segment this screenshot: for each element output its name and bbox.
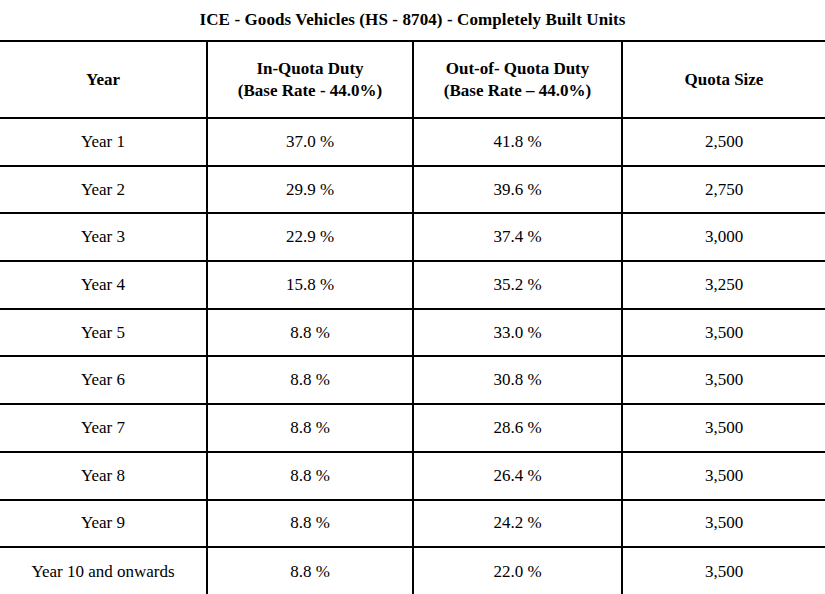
cell-quota-size: 3,500 (622, 356, 825, 404)
table-row: Year 68.8 %30.8 %3,500 (0, 356, 825, 404)
column-header-label: Out-of- Quota Duty (446, 59, 590, 78)
cell-out-of-quota-duty: 28.6 % (413, 404, 622, 452)
table-row: Year 98.8 %24.2 %3,500 (0, 500, 825, 548)
cell-quota-size: 3,500 (622, 309, 825, 357)
table-row: Year 229.9 %39.6 %2,750 (0, 166, 825, 214)
cell-out-of-quota-duty: 30.8 % (413, 356, 622, 404)
column-header-in-quota-duty: In-Quota Duty (Base Rate - 44.0%) (207, 41, 413, 118)
table-row: Year 88.8 %26.4 %3,500 (0, 452, 825, 500)
column-header-label: In-Quota Duty (256, 59, 363, 78)
cell-quota-size: 3,250 (622, 261, 825, 309)
column-header-quota-size: Quota Size (622, 41, 825, 118)
cell-year: Year 10 and onwards (0, 547, 207, 594)
cell-quota-size: 3,000 (622, 213, 825, 261)
cell-year: Year 6 (0, 356, 207, 404)
table-row: Year 10 and onwards8.8 %22.0 %3,500 (0, 547, 825, 594)
table-header: Year In-Quota Duty (Base Rate - 44.0%) O… (0, 41, 825, 118)
table-body: Year 137.0 %41.8 %2,500Year 229.9 %39.6 … (0, 118, 825, 594)
cell-year: Year 1 (0, 118, 207, 166)
column-header-sublabel: (Base Rate – 44.0%) (444, 81, 591, 100)
header-row: Year In-Quota Duty (Base Rate - 44.0%) O… (0, 41, 825, 118)
cell-quota-size: 2,500 (622, 118, 825, 166)
cell-out-of-quota-duty: 37.4 % (413, 213, 622, 261)
cell-out-of-quota-duty: 35.2 % (413, 261, 622, 309)
cell-year: Year 7 (0, 404, 207, 452)
document-page: ICE - Goods Vehicles (HS - 8704) - Compl… (0, 0, 825, 594)
cell-in-quota-duty: 37.0 % (207, 118, 413, 166)
table-row: Year 322.9 %37.4 %3,000 (0, 213, 825, 261)
cell-out-of-quota-duty: 39.6 % (413, 166, 622, 214)
quota-duty-table: Year In-Quota Duty (Base Rate - 44.0%) O… (0, 40, 825, 594)
cell-out-of-quota-duty: 26.4 % (413, 452, 622, 500)
cell-year: Year 5 (0, 309, 207, 357)
cell-in-quota-duty: 8.8 % (207, 309, 413, 357)
cell-quota-size: 3,500 (622, 500, 825, 548)
table-title: ICE - Goods Vehicles (HS - 8704) - Compl… (0, 0, 825, 40)
column-header-out-of-quota-duty: Out-of- Quota Duty (Base Rate – 44.0%) (413, 41, 622, 118)
column-header-year: Year (0, 41, 207, 118)
cell-in-quota-duty: 8.8 % (207, 500, 413, 548)
cell-in-quota-duty: 22.9 % (207, 213, 413, 261)
column-header-sublabel: (Base Rate - 44.0%) (238, 81, 382, 100)
cell-year: Year 8 (0, 452, 207, 500)
table-row: Year 415.8 %35.2 %3,250 (0, 261, 825, 309)
cell-out-of-quota-duty: 24.2 % (413, 500, 622, 548)
cell-year: Year 3 (0, 213, 207, 261)
cell-in-quota-duty: 8.8 % (207, 452, 413, 500)
cell-in-quota-duty: 8.8 % (207, 547, 413, 594)
cell-out-of-quota-duty: 41.8 % (413, 118, 622, 166)
cell-quota-size: 2,750 (622, 166, 825, 214)
cell-in-quota-duty: 15.8 % (207, 261, 413, 309)
column-header-label: Quota Size (685, 70, 764, 89)
cell-in-quota-duty: 8.8 % (207, 404, 413, 452)
cell-in-quota-duty: 29.9 % (207, 166, 413, 214)
cell-quota-size: 3,500 (622, 452, 825, 500)
cell-year: Year 4 (0, 261, 207, 309)
table-row: Year 58.8 %33.0 %3,500 (0, 309, 825, 357)
cell-in-quota-duty: 8.8 % (207, 356, 413, 404)
column-header-label: Year (86, 70, 120, 89)
cell-out-of-quota-duty: 22.0 % (413, 547, 622, 594)
cell-year: Year 2 (0, 166, 207, 214)
cell-quota-size: 3,500 (622, 404, 825, 452)
table-row: Year 78.8 %28.6 %3,500 (0, 404, 825, 452)
cell-year: Year 9 (0, 500, 207, 548)
table-row: Year 137.0 %41.8 %2,500 (0, 118, 825, 166)
cell-quota-size: 3,500 (622, 547, 825, 594)
cell-out-of-quota-duty: 33.0 % (413, 309, 622, 357)
